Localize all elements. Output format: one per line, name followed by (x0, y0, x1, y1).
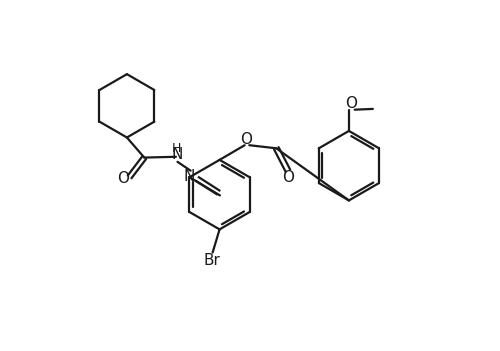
Text: N: N (171, 147, 182, 163)
Text: O: O (345, 96, 357, 111)
Text: N: N (184, 168, 195, 184)
Text: O: O (240, 132, 252, 147)
Text: H: H (172, 142, 182, 155)
Text: Br: Br (204, 253, 220, 268)
Text: O: O (116, 171, 128, 186)
Text: O: O (282, 170, 294, 185)
